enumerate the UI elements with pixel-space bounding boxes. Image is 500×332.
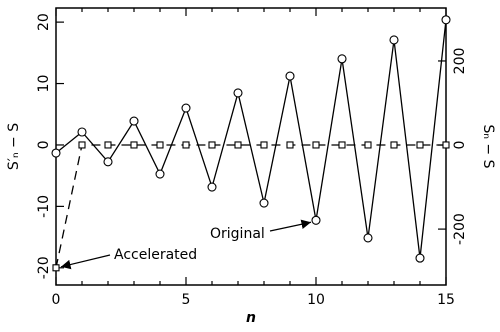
x-tick-label: 10 [307, 292, 325, 308]
y-tick-label: 10 [36, 75, 52, 93]
point [233, 88, 243, 98]
series-line [55, 144, 446, 268]
point [155, 169, 165, 179]
point [103, 157, 113, 167]
arrow [60, 254, 111, 270]
point [364, 141, 372, 149]
point [207, 182, 217, 192]
arrow [269, 219, 312, 232]
y2-axis-label: Sₙ − S [480, 125, 496, 169]
point [415, 253, 425, 263]
point [182, 141, 190, 149]
point [181, 103, 191, 113]
y2-tick-label: 200 [452, 48, 468, 75]
point [129, 116, 139, 126]
point [156, 141, 164, 149]
x-tick-label: 0 [52, 292, 61, 308]
point [441, 15, 451, 25]
point [416, 141, 424, 149]
y-tick-label: 20 [36, 13, 52, 31]
point [208, 141, 216, 149]
point [338, 141, 346, 149]
point [78, 141, 86, 149]
point [130, 141, 138, 149]
series-line [55, 19, 447, 259]
point [286, 141, 294, 149]
x-axis-label: n [246, 310, 256, 326]
point [104, 141, 112, 149]
point [312, 141, 320, 149]
point [51, 148, 61, 158]
x-tick-label: 15 [437, 292, 455, 308]
y-tick-label: -10 [36, 195, 52, 218]
y2-tick-label: 0 [452, 141, 468, 150]
point [442, 141, 450, 149]
point [389, 35, 399, 45]
point [52, 264, 60, 272]
point [259, 198, 269, 208]
point [285, 71, 295, 81]
annotation: Original [210, 226, 265, 242]
point [337, 54, 347, 64]
point [260, 141, 268, 149]
y-tick-label: -20 [36, 256, 52, 279]
point [390, 141, 398, 149]
point [77, 127, 87, 137]
point [311, 215, 321, 225]
y2-tick-label: -200 [452, 213, 468, 245]
y-tick-label: 0 [36, 141, 52, 150]
point [234, 141, 242, 149]
annotation: Accelerated [114, 247, 197, 263]
y-axis-label: S′ₙ − S [6, 123, 22, 170]
x-tick-label: 5 [182, 292, 191, 308]
point [363, 233, 373, 243]
